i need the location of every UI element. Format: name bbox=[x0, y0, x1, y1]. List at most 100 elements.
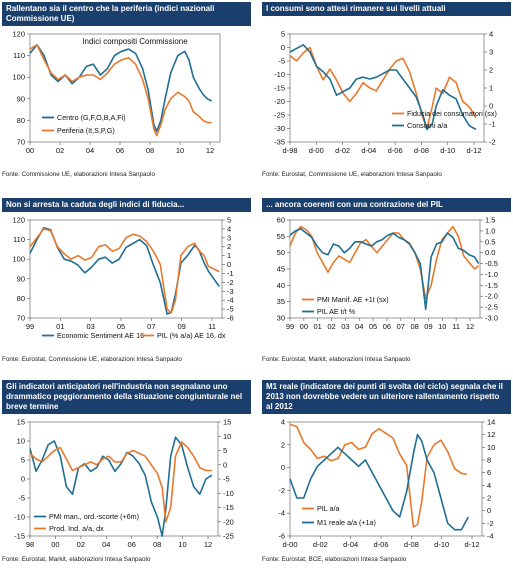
legend-label: Periferia (It,S,P,G) bbox=[57, 126, 115, 135]
x-tick-label: 00 bbox=[51, 540, 59, 549]
series-line-1 bbox=[289, 423, 468, 528]
chart-source: Fonte: Eurostat, Commissione UE, elabora… bbox=[2, 356, 182, 363]
y2-tick-label: -2 bbox=[489, 138, 496, 147]
series-line-2 bbox=[289, 227, 480, 311]
chart-plot: 5 0 -5 -10 -15 -20 -25 -30 -35 4 3 2 1 0 -1 -2 d-98 d-00 d… bbox=[274, 30, 497, 156]
y-tick-label: 50 bbox=[277, 248, 285, 257]
y2-tick-label: 0 bbox=[223, 460, 227, 469]
y2-tick-label: 1.5 bbox=[485, 216, 495, 225]
chart-source: Fonte: Eurostat, Markit, elaborazioni In… bbox=[2, 556, 151, 563]
y2-tick-label: -10 bbox=[223, 489, 234, 498]
y-tick-label: 5 bbox=[281, 30, 285, 39]
chart-title: ... ancora coerenti con una contrazione … bbox=[262, 198, 511, 212]
y-tick-label: 0 bbox=[281, 463, 285, 472]
chart-panel-4: ... ancora coerenti con una contrazione … bbox=[262, 198, 511, 366]
x-tick-label: 09 bbox=[424, 322, 432, 331]
x-tick-label: d-98 bbox=[282, 146, 297, 155]
chart-title: Rallentano sia il centro che la periferi… bbox=[2, 2, 251, 26]
x-tick-label: 02 bbox=[77, 540, 85, 549]
series-line-2 bbox=[29, 43, 212, 137]
y-tick-label: 70 bbox=[17, 314, 25, 323]
chart-source: Fonte: Commissione UE, elaborazioni Inte… bbox=[2, 171, 155, 178]
x-tick-label: 10 bbox=[438, 322, 446, 331]
y-tick-label: 100 bbox=[12, 255, 25, 264]
y-tick-label: -4 bbox=[278, 509, 285, 518]
y-tick-label: -10 bbox=[14, 513, 25, 522]
x-tick-label: d-12 bbox=[466, 146, 481, 155]
y2-tick-label: 4 bbox=[489, 30, 493, 39]
legend-label: Consumi a/a bbox=[407, 121, 447, 130]
plot-frame bbox=[289, 33, 485, 143]
chart-plot: 60 55 50 45 40 35 30 1.51.0 0.5 0.0 -0.5 -1.0 -1.5 -2… bbox=[277, 216, 498, 332]
y2-tick-label: 12 bbox=[487, 430, 495, 439]
chart-source: Fonte: Eurostat, Commissione UE, elabora… bbox=[262, 171, 442, 178]
plot-frame bbox=[29, 219, 223, 319]
y-tick-label: -2 bbox=[278, 486, 285, 495]
x-tick-label: 05 bbox=[117, 322, 125, 331]
y-tick-label: 60 bbox=[277, 216, 285, 225]
legend-label: PMI Manif. AE +1t (sx) bbox=[317, 295, 389, 304]
legend-label: Centro (G,F,O,B,A,Fi) bbox=[57, 113, 126, 122]
x-tick-label: 10 bbox=[178, 540, 186, 549]
y2-tick-label: -4 bbox=[227, 296, 234, 305]
x-tick-label: 00 bbox=[26, 146, 34, 155]
chart-panel-6: M1 reale (indicatore dei punti di svolta… bbox=[262, 380, 511, 566]
x-tick-label: d-04 bbox=[361, 146, 376, 155]
y2-tick-label: -6 bbox=[227, 314, 234, 323]
y2-tick-label: -1 bbox=[489, 120, 496, 129]
y-tick-label: 90 bbox=[17, 274, 25, 283]
series-line-1 bbox=[289, 225, 480, 300]
y-tick-label: -5 bbox=[278, 57, 285, 66]
y2-tick-label: -2 bbox=[487, 519, 494, 528]
x-tick-label: 99 bbox=[26, 322, 34, 331]
y-tick-label: 4 bbox=[281, 418, 285, 427]
y2-tick-label: 8 bbox=[487, 456, 491, 465]
chart-panel-2: I consumi sono attesi rimanere sui livel… bbox=[262, 2, 511, 180]
y2-tick-label: 5 bbox=[223, 446, 227, 455]
series-line-1 bbox=[29, 227, 220, 315]
y2-tick-label: -20 bbox=[223, 517, 234, 526]
chart-annotation: Indici compositi Commissione bbox=[82, 37, 188, 46]
y2-tick-label: 4 bbox=[227, 224, 231, 233]
x-tick-label: d-06 bbox=[373, 540, 388, 549]
chart-title: M1 reale (indicatore dei punti di svolta… bbox=[262, 380, 511, 414]
x-tick-label: 01 bbox=[56, 322, 64, 331]
y-tick-label: 55 bbox=[277, 232, 285, 241]
series-line-2 bbox=[29, 228, 220, 314]
x-tick-label: 04 bbox=[355, 322, 363, 331]
x-tick-label: 02 bbox=[327, 322, 335, 331]
y2-tick-label: -3.0 bbox=[485, 314, 498, 323]
x-tick-label: 06 bbox=[383, 322, 391, 331]
series-line-2 bbox=[289, 43, 477, 131]
x-tick-label: 08 bbox=[146, 146, 154, 155]
y2-tick-label: -5 bbox=[223, 475, 230, 484]
y-tick-label: 10 bbox=[17, 437, 25, 446]
series-line-2 bbox=[289, 433, 470, 531]
series-line-1 bbox=[29, 436, 213, 537]
y-tick-label: -35 bbox=[274, 138, 285, 147]
y2-tick-label: 1 bbox=[489, 84, 493, 93]
y-tick-label: 110 bbox=[13, 51, 25, 60]
chart-panel-5: Gli indicatori anticipatori nell'industr… bbox=[2, 380, 251, 566]
y-tick-label: 0 bbox=[281, 43, 285, 52]
y-tick-label: 40 bbox=[277, 281, 285, 290]
y2-tick-label: 15 bbox=[223, 418, 231, 427]
y2-tick-label: -25 bbox=[223, 532, 234, 541]
y-tick-label: 110 bbox=[13, 235, 25, 244]
x-tick-label: d-04 bbox=[343, 540, 358, 549]
x-tick-label: 07 bbox=[147, 322, 155, 331]
y2-tick-label: -2.5 bbox=[485, 303, 498, 312]
x-tick-label: d-08 bbox=[414, 146, 429, 155]
x-tick-label: 10 bbox=[176, 146, 184, 155]
y2-tick-label: -1.0 bbox=[485, 270, 498, 279]
chart-panel-1: Rallentano sia il centro che la periferi… bbox=[2, 2, 251, 180]
y2-tick-label: 0.0 bbox=[485, 248, 495, 257]
x-tick-label: d-10 bbox=[440, 146, 455, 155]
x-tick-label: 99 bbox=[286, 322, 294, 331]
chart-source: Fonte: Eurostat, BCE, elaborazioni Intes… bbox=[262, 556, 407, 563]
x-tick-label: 98 bbox=[26, 540, 34, 549]
legend-label: PIL a/a bbox=[317, 504, 340, 513]
y-tick-label: 35 bbox=[277, 297, 285, 306]
